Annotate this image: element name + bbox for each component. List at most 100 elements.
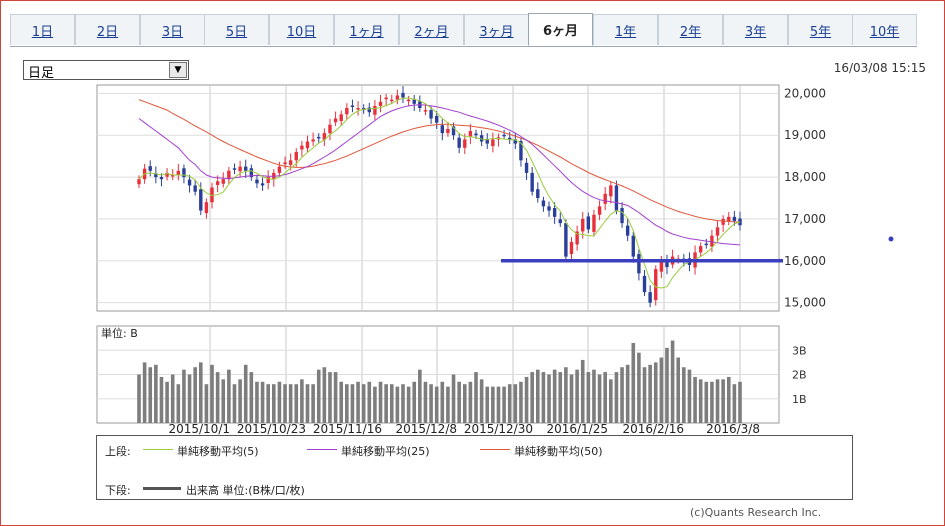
volume-tick-label: 1B [792, 393, 807, 406]
candle-body [637, 254, 641, 274]
volume-bar [283, 384, 287, 423]
volume-bar [389, 384, 394, 423]
volume-bar [350, 384, 355, 423]
candle-body [620, 208, 624, 224]
candle-body [564, 223, 568, 257]
price-tick-label: 15,000 [784, 296, 826, 310]
candle-body [255, 179, 259, 184]
tab-2[interactable]: 2日 [75, 14, 140, 45]
volume-bar [665, 347, 669, 423]
volume-bar [687, 369, 692, 423]
volume-bar [541, 372, 546, 423]
candle-body [614, 185, 619, 211]
tab-5[interactable]: 10日 [269, 14, 334, 45]
tab-7[interactable]: 2ヶ月 [399, 14, 464, 45]
volume-bar [507, 384, 512, 423]
volume-bar [451, 374, 456, 423]
volume-bar [277, 381, 282, 423]
candle-body [406, 99, 411, 102]
volume-bar [288, 384, 293, 423]
volume-bar [738, 381, 742, 423]
chart-type-select[interactable]: 日足 ▼ [23, 60, 189, 81]
volume-bar [653, 362, 658, 423]
volume-bar [345, 384, 349, 423]
volume-bar [159, 376, 164, 423]
volume-bar [316, 369, 321, 423]
volume-bar [676, 357, 681, 423]
candle-body [446, 128, 450, 134]
legend-ma25-swatch [307, 449, 337, 450]
candle-body [710, 235, 714, 247]
volume-bar [682, 367, 686, 423]
volume-bar [592, 369, 596, 423]
candle-body [648, 292, 652, 303]
volume-bar [535, 369, 540, 423]
candle-body [176, 170, 181, 175]
candle-body [586, 216, 591, 230]
tab-1[interactable]: 1日 [10, 14, 75, 45]
volume-bar [339, 381, 344, 423]
volume-bar [496, 386, 501, 423]
candle-body [249, 168, 254, 178]
candle-body [395, 95, 400, 100]
volume-bar [530, 372, 534, 423]
candle-body [294, 151, 298, 161]
tab-9[interactable]: 6ヶ月 [528, 13, 593, 46]
candle-body [367, 107, 371, 113]
tab-11[interactable]: 2年 [658, 14, 723, 45]
volume-bar [255, 381, 259, 423]
volume-bar [137, 374, 141, 423]
volume-bar [631, 342, 636, 423]
volume-bar [367, 381, 372, 423]
volume-bar [412, 381, 417, 423]
volume-bar [609, 379, 613, 423]
volume-bar [620, 367, 624, 423]
candle-body [597, 206, 602, 215]
tab-6[interactable]: 1ヶ月 [334, 14, 399, 45]
volume-bar [361, 384, 366, 423]
candle-body [384, 97, 388, 100]
candle-body [339, 114, 343, 121]
candle-body [609, 185, 613, 197]
tab-13[interactable]: 5年 [788, 14, 853, 45]
tab-4[interactable]: 5日 [204, 14, 269, 45]
volume-tick-label: 3B [792, 344, 807, 357]
tab-12[interactable]: 3年 [723, 14, 788, 45]
candle-body [232, 168, 237, 170]
candle-body [159, 177, 164, 180]
volume-bar [524, 376, 529, 423]
candle-body [575, 231, 579, 245]
candle-body [328, 124, 332, 134]
candle-body [221, 179, 225, 184]
volume-bar [732, 384, 737, 423]
tab-14[interactable]: 10年 [852, 14, 917, 45]
volume-bar [440, 381, 445, 423]
candle-body [519, 141, 523, 161]
candle-body [502, 134, 506, 137]
candle-body [356, 108, 360, 110]
volume-bar [569, 374, 574, 423]
volume-bar [597, 374, 602, 423]
volume-bar [479, 379, 484, 423]
volume-bar [552, 369, 557, 423]
volume-bar [232, 384, 237, 423]
candle-body [603, 193, 607, 204]
tab-10[interactable]: 1年 [593, 14, 658, 45]
volume-bar [198, 362, 203, 423]
volume-bar [210, 364, 214, 423]
legend: 上段: 単純移動平均(5) 単純移動平均(25) 単純移動平均(50) 下段: … [96, 435, 853, 500]
volume-bar [704, 381, 709, 423]
timestamp: 16/03/08 15:15 [833, 61, 926, 75]
candle-body [305, 141, 310, 149]
chevron-down-icon[interactable]: ▼ [169, 62, 187, 78]
line-ma5 [138, 97, 741, 289]
candle-body [148, 166, 152, 171]
candle-body [581, 218, 585, 232]
x-tick-label: 2015/12/30 [464, 422, 533, 436]
candle-body [199, 189, 203, 211]
candle-body [524, 162, 529, 173]
volume-bar [726, 376, 731, 423]
volume-bar [204, 384, 209, 423]
candle-body [283, 162, 287, 165]
